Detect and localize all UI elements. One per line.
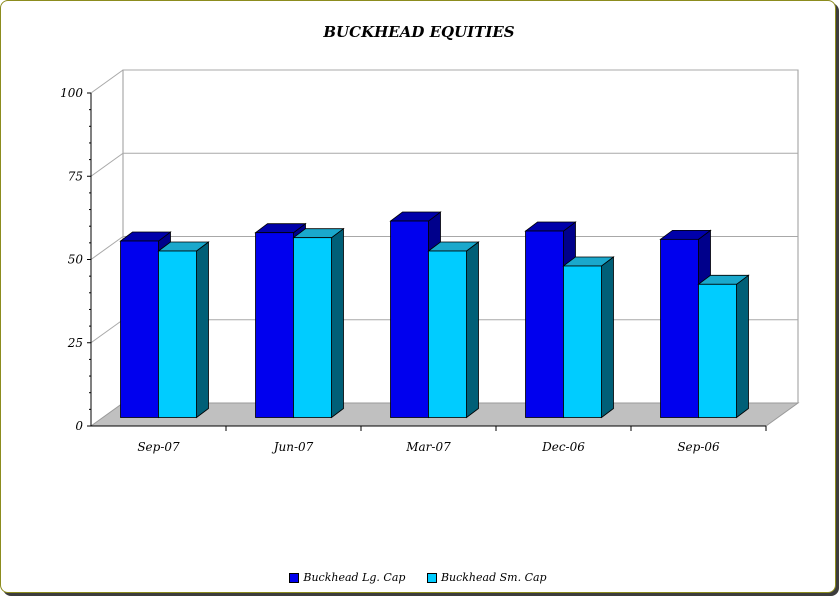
bar-buckhead-lg-cap-mar-07 — [390, 220, 429, 418]
bar-buckhead-lg-cap-sep-07 — [120, 240, 159, 418]
legend-swatch-lg-cap — [289, 572, 300, 583]
bar-buckhead-sm-cap-jun-07 — [293, 237, 332, 418]
legend-label-lg-cap: Buckhead Lg. Cap — [303, 571, 406, 584]
bar-buckhead-sm-cap-dec-06 — [563, 265, 602, 418]
bar-buckhead-sm-cap-mar-07-side — [466, 241, 479, 419]
y-tick-label: 75 — [68, 169, 83, 183]
bar-buckhead-sm-cap-sep-06-side — [736, 274, 749, 419]
chart-title: BUCKHEAD EQUITIES — [323, 23, 515, 41]
gridline-side — [90, 319, 124, 344]
legend-label-sm-cap: Buckhead Sm. Cap — [440, 571, 547, 584]
gridline-side — [90, 152, 124, 177]
bars — [119, 211, 750, 419]
legend-swatch-sm-cap — [426, 572, 437, 583]
x-tick-label: Jun-07 — [271, 440, 314, 454]
gridline-side — [90, 69, 124, 94]
axes — [87, 92, 767, 431]
x-tick-label: Mar-07 — [405, 440, 451, 454]
bar-buckhead-sm-cap-mar-07 — [428, 250, 467, 418]
y-tick-label: 25 — [67, 336, 83, 350]
gridline-side — [90, 236, 124, 260]
bar-buckhead-lg-cap-sep-06 — [660, 238, 699, 418]
bar-buckhead-sm-cap-dec-06-side — [601, 256, 614, 419]
bar-buckhead-sm-cap-sep-07 — [158, 250, 197, 418]
legend-item-sm-cap: Buckhead Sm. Cap — [426, 571, 547, 584]
legend-item-lg-cap: Buckhead Lg. Cap — [289, 571, 405, 584]
legend: Buckhead Lg. Cap Buckhead Sm. Cap — [0, 571, 836, 586]
x-tick-label: Sep-06 — [677, 440, 720, 454]
y-tick-label: 0 — [75, 419, 83, 433]
tick-labels: 0 25 50 75 100 Sep-07 Jun-07 Mar-07 Dec-06 Sep-06 — [60, 86, 720, 454]
bar-buckhead-lg-cap-dec-06 — [525, 230, 564, 418]
x-tick-label: Dec-06 — [541, 440, 585, 454]
bar-buckhead-sm-cap-sep-06 — [698, 283, 737, 418]
bar-buckhead-lg-cap-jun-07 — [255, 232, 294, 418]
bar-buckhead-sm-cap-sep-07-side — [196, 241, 209, 419]
x-tick-label: Sep-07 — [137, 440, 180, 454]
bar-buckhead-sm-cap-jun-07-side — [331, 227, 344, 419]
y-tick-label: 50 — [68, 253, 84, 267]
y-tick-label: 100 — [60, 86, 83, 100]
